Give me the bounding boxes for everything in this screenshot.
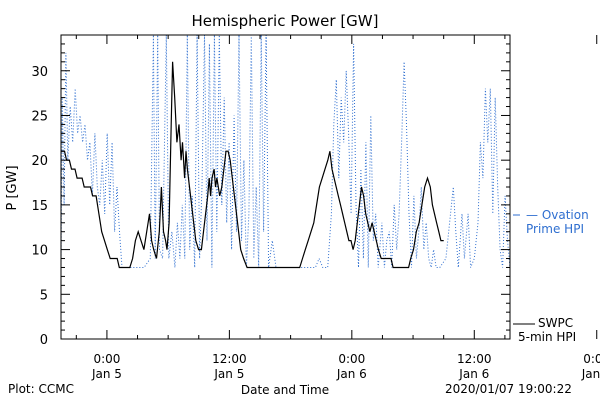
x-tick-date-label: Jan 5 <box>91 367 122 381</box>
x-tick-time-label: 12:00 <box>212 352 247 366</box>
plot-credit: Plot: CCMC <box>8 382 74 396</box>
legend-swpc-label-2: 5-min HPI <box>518 330 576 344</box>
ovation-prime-hpi-line <box>61 35 510 268</box>
y-tick-label: 10 <box>31 244 48 259</box>
y-axis-label: P [GW] <box>5 165 20 210</box>
legend-ovation-label-2: Prime HPI <box>526 222 584 236</box>
x-axis-label: Date and Time <box>241 383 329 397</box>
x-tick-time-label: 12:00 <box>457 352 492 366</box>
y-tick-label: 25 <box>31 109 48 124</box>
plot-timestamp: 2020/01/07 19:00:22 <box>445 382 572 396</box>
x-tick-date-label: Jan 5 <box>213 367 244 381</box>
y-tick-label: 0 <box>40 333 48 348</box>
chart-title: Hemispheric Power [GW] <box>192 12 379 30</box>
x-tick-date-label: Jan 6 <box>336 367 367 381</box>
y-tick-label: 15 <box>31 199 48 214</box>
legend-swpc-label: SWPC <box>538 316 573 330</box>
legend-ovation-label: — Ovation <box>526 208 589 222</box>
x-tick-time-label: 0:00 <box>93 352 120 366</box>
y-tick-label: 30 <box>31 65 48 80</box>
x-tick-date-label: Jan 7 <box>581 367 600 381</box>
plot-frame <box>60 34 511 340</box>
x-tick-date-label: Jan 6 <box>458 367 489 381</box>
y-tick-label: 20 <box>31 154 48 169</box>
x-tick-time-label: 0:00 <box>583 352 600 366</box>
y-tick-label: 5 <box>40 288 48 303</box>
swpc-hpi-line <box>61 61 444 269</box>
x-tick-time-label: 0:00 <box>338 352 365 366</box>
